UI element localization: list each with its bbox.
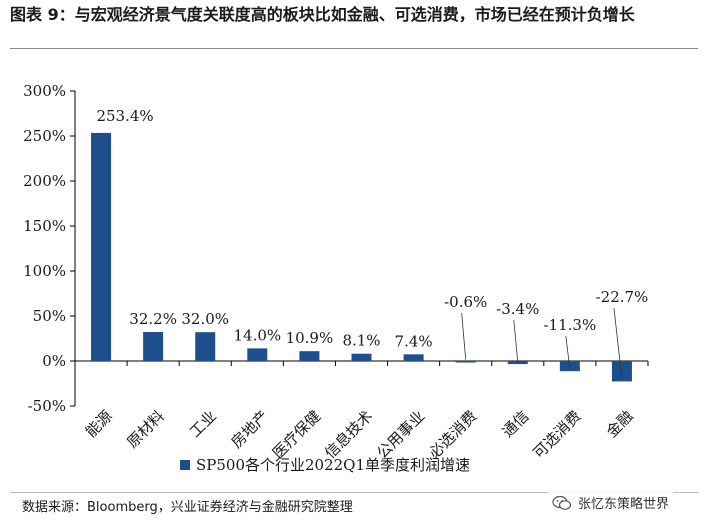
chart-data-labels: 253.4%32.2% 32.0%14.0% 10.9% 8.1% 7.4%-0.6% -…: [96, 107, 648, 350]
data-label: -0.6%: [444, 293, 487, 311]
title-divider: [10, 48, 698, 49]
data-label: 8.1%: [342, 332, 380, 350]
data-label: 7.4%: [395, 332, 433, 350]
bar-1: [91, 132, 112, 361]
category-label: 必选消费: [425, 407, 480, 462]
y-tick-label: 250%: [23, 127, 66, 145]
y-tick-label: 100%: [23, 262, 66, 280]
y-tick-label: 0%: [42, 352, 66, 370]
chart-leader-lines: [461, 307, 623, 380]
data-label: 253.4%: [96, 107, 153, 125]
chart-title: 图表 9：与宏观经济景气度关联度高的板块比如金融、可选消费，市场已经在预计负增长: [10, 5, 635, 24]
data-label: 10.9%: [286, 329, 334, 347]
legend-label: SP500各个行业2022Q1单季度利润增速: [196, 456, 470, 474]
bar-6: [351, 353, 372, 361]
y-tick-label: 300%: [23, 82, 66, 100]
y-tick-label: 200%: [23, 172, 66, 190]
data-label: -22.7%: [596, 288, 649, 306]
data-label: -3.4%: [496, 300, 539, 318]
category-label: 信息技术: [321, 407, 376, 462]
category-label: 房地产: [228, 407, 273, 452]
watermark-text: 张忆东策略世界: [578, 497, 670, 512]
bar-7: [403, 354, 424, 361]
category-label: 金融: [603, 407, 637, 441]
category-label: 可选消费: [529, 407, 584, 462]
category-label: 能源: [82, 407, 116, 441]
y-tick-label: 150%: [23, 217, 66, 235]
category-label: 工业: [186, 407, 220, 441]
category-label: 通信: [499, 407, 533, 441]
data-label: -11.3%: [543, 316, 596, 334]
bar-11: [611, 361, 632, 382]
watermark: 张忆东策略世界: [548, 492, 674, 513]
bar-8: [455, 361, 476, 363]
leader-line: [613, 307, 623, 380]
footer-divider: [10, 492, 698, 493]
bar-3: [195, 332, 216, 361]
legend-swatch: [180, 460, 190, 470]
data-label: 14.0%: [233, 326, 281, 344]
data-source-note: 数据来源：Bloomberg，兴业证券经济与金融研究院整理: [22, 500, 353, 515]
wechat-icon: [552, 495, 572, 510]
leader-line: [461, 312, 467, 360]
chart-legend: SP500各个行业2022Q1单季度利润增速: [180, 456, 470, 474]
bar-4: [247, 348, 268, 361]
chart-axes: -50% 0% 50% 100% 150% 200% 250% 300%: [23, 82, 649, 415]
y-tick-label: -50%: [28, 397, 66, 415]
category-label: 原材料: [123, 407, 168, 452]
leader-line: [565, 335, 571, 370]
category-label: 医疗保健: [269, 407, 324, 462]
bar-2: [143, 332, 164, 361]
bar-5: [299, 351, 320, 361]
data-label: 32.2%: [129, 310, 177, 328]
data-label: 32.0%: [181, 310, 229, 328]
y-tick-label: 50%: [33, 307, 66, 325]
category-label: 公用事业: [373, 407, 428, 462]
bar-9: [507, 361, 528, 365]
leader-line: [513, 319, 519, 363]
